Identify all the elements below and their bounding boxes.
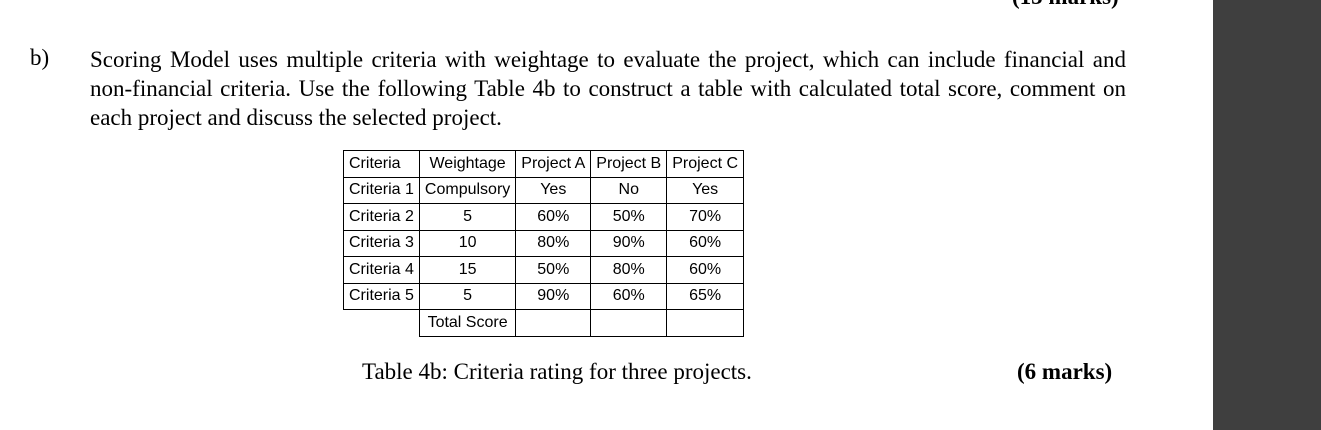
table-row: Criteria Weightage Project A Project B Proje… [343,150,745,178]
table-cell: Criteria 3 [343,229,420,257]
table-cell: No [590,176,668,204]
table-row: Criteria 2 5 60% 50% 70% [343,203,745,231]
table-cell: 10 [418,229,517,257]
table-cell: 90% [590,229,668,257]
marks: (6 marks) [1017,359,1113,384]
table-cell: 5 [418,282,517,310]
table-cell: Criteria 5 [343,282,420,310]
caption: Table 4b: Criteria rating for three proj… [362,359,752,384]
table-cell: 65% [666,282,745,310]
table-cell [515,309,592,337]
table-cell: 50% [515,256,592,284]
table-cell: Criteria [343,150,420,178]
table-cell: 70% [666,203,745,231]
table-cell: Project B [590,150,668,178]
table-cell: Project A [515,150,592,178]
table-cell: Project C [666,150,745,178]
table-cell: 15 [418,256,517,284]
table-cell: 50% [590,203,668,231]
table-cell [590,309,668,337]
marks: (15 marks) [1012,0,1119,10]
table-cell: Criteria 1 [343,176,420,204]
table-cell: 80% [590,256,668,284]
side-bar [1213,0,1321,430]
table-cell: Compulsory [418,176,517,204]
table-cell: 60% [666,229,745,257]
table-row: Criteria 4 15 50% 80% 60% [343,256,745,284]
question-text: Scoring Model uses multiple criteria wit… [90,47,1126,130]
table-row: Criteria 3 10 80% 90% 60% [343,229,745,257]
table-row: Total Score [343,309,745,337]
criteria-table: Criteria Weightage Project A Project B Proje… [343,150,745,337]
table-cell: Yes [515,176,592,204]
question-label: b) [30,45,50,70]
table-row: Criteria 5 5 90% 60% 65% [343,282,745,310]
table-cell: Total Score [418,309,517,337]
table-cell: 60% [515,203,592,231]
table-cell: 5 [418,203,517,231]
table-cell: 60% [590,282,668,310]
table-cell: 90% [515,282,592,310]
table-cell: Yes [666,176,745,204]
table-row: Criteria 1 Compulsory Yes No Yes [343,176,745,204]
table-cell [666,309,745,337]
table-cell: Criteria 2 [343,203,420,231]
table-cell: Weightage [418,150,517,178]
table-cell: 80% [515,229,592,257]
table-cell [343,309,420,337]
table-cell: Criteria 4 [343,256,420,284]
table-cell: 60% [666,256,745,284]
